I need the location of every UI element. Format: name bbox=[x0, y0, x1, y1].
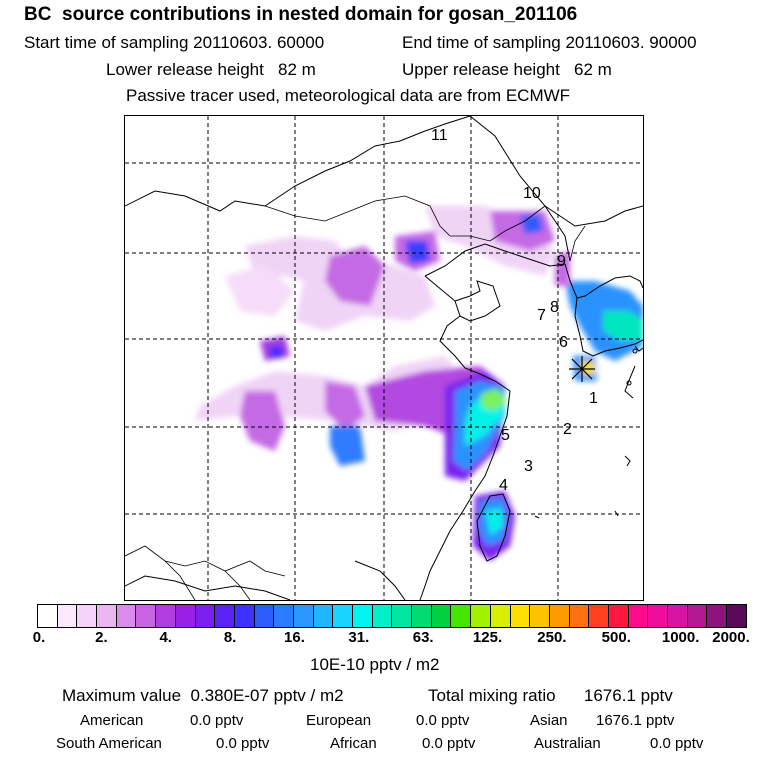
colorbar-swatch bbox=[608, 605, 629, 627]
region-value-american: 0.0 pptv bbox=[190, 712, 244, 729]
colorbar-swatch bbox=[431, 605, 452, 627]
colorbar-swatch bbox=[530, 605, 550, 627]
colorbar-tick-label: 16. bbox=[284, 629, 305, 646]
colorbar-swatch bbox=[97, 605, 117, 627]
region-name-australian: Australian bbox=[534, 735, 601, 752]
map-title: BC source contributions in nested domain… bbox=[24, 4, 578, 25]
region-label-11: 11 bbox=[431, 127, 448, 144]
colorbar-tick-label: 250. bbox=[537, 629, 567, 646]
region-value-south-american: 0.0 pptv bbox=[216, 735, 270, 752]
region-label-6: 6 bbox=[559, 334, 568, 351]
total-mixing-ratio: Total mixing ratio 1676.1 pptv bbox=[428, 686, 673, 705]
lat-lon-grid bbox=[125, 116, 643, 600]
colorbar-tick-labels: 0. 2. 4. 8. 16. 31. 63. 125. 250. 500. 1000. 2000. bbox=[0, 629, 768, 651]
colorbar-swatch bbox=[77, 605, 98, 627]
region-label-5: 5 bbox=[501, 427, 510, 444]
colorbar-tick-label: 1000. bbox=[661, 629, 700, 646]
map-canvas: 1 2 3 4 5 6 7 8 9 10 11 bbox=[125, 116, 643, 600]
region-name-african: African bbox=[330, 735, 377, 752]
colorbar-swatch bbox=[293, 605, 314, 627]
colorbar-swatch bbox=[687, 605, 708, 627]
colorbar-tick-label: 63. bbox=[412, 629, 434, 646]
colorbar-swatch bbox=[156, 605, 176, 627]
tracer-note: Passive tracer used, meteorological data… bbox=[126, 86, 571, 105]
lower-release-height: Lower release height 82 m bbox=[106, 60, 316, 79]
region-label-9: 9 bbox=[557, 253, 566, 270]
colorbar-tick-label: 2000. bbox=[712, 629, 750, 646]
colorbar-swatch bbox=[274, 605, 294, 627]
colorbar-tick-label: 4. bbox=[159, 629, 172, 646]
colorbar-swatch bbox=[254, 605, 275, 627]
receptor-star-icon bbox=[569, 356, 595, 382]
colorbar-swatch bbox=[451, 605, 472, 627]
region-label-10: 10 bbox=[523, 185, 541, 202]
colorbar-swatch bbox=[628, 605, 649, 627]
colorbar-swatch bbox=[727, 605, 746, 627]
colorbar-swatch bbox=[510, 605, 531, 627]
region-label-2: 2 bbox=[563, 421, 572, 438]
colorbar-swatch bbox=[490, 605, 511, 627]
colorbar-tick-label: 500. bbox=[601, 629, 631, 646]
colorbar-swatch bbox=[38, 605, 58, 627]
region-value-european: 0.0 pptv bbox=[416, 712, 470, 729]
colorbar-tick-label: 0. bbox=[32, 629, 46, 646]
map-panel: 1 2 3 4 5 6 7 8 9 10 11 bbox=[124, 115, 644, 601]
colorbar-swatch bbox=[549, 605, 570, 627]
region-value-asian: 1676.1 pptv bbox=[596, 712, 675, 729]
colorbar-swatch bbox=[569, 605, 590, 627]
upper-release-height: Upper release height 62 m bbox=[402, 60, 612, 79]
colorbar-swatch bbox=[589, 605, 609, 627]
colorbar-tick-label: 31. bbox=[348, 629, 370, 646]
colorbar-swatch bbox=[353, 605, 373, 627]
colorbar-swatch bbox=[175, 605, 196, 627]
colorbar-swatch bbox=[116, 605, 137, 627]
region-label-8: 8 bbox=[550, 299, 559, 316]
region-label-4: 4 bbox=[499, 477, 508, 494]
colorbar-tick-label: 125. bbox=[472, 629, 503, 646]
end-sampling-time: End time of sampling 20110603. 90000 bbox=[402, 33, 697, 52]
colorbar-tick-label: 2. bbox=[95, 629, 108, 646]
colorbar-swatch bbox=[313, 605, 334, 627]
colorbar-swatch bbox=[234, 605, 255, 627]
region-label-3: 3 bbox=[524, 458, 533, 475]
region-value-australian: 0.0 pptv bbox=[650, 735, 704, 752]
region-value-african: 0.0 pptv bbox=[422, 735, 476, 752]
colorbar-swatch bbox=[707, 605, 728, 627]
colorbar-tick-label: 8. bbox=[223, 629, 237, 646]
colorbar-swatch bbox=[136, 605, 157, 627]
concentration-field bbox=[195, 206, 643, 561]
colorbar-swatch bbox=[195, 605, 216, 627]
colorbar-swatch bbox=[648, 605, 668, 627]
region-label-7: 7 bbox=[537, 307, 546, 324]
coastlines bbox=[125, 116, 643, 600]
start-sampling-time: Start time of sampling 20110603. 60000 bbox=[24, 33, 325, 52]
colorbar-swatch bbox=[215, 605, 235, 627]
colorbar-swatch bbox=[333, 605, 353, 627]
colorbar-swatch bbox=[412, 605, 432, 627]
maximum-value: Maximum value 0.380E-07 pptv / m2 bbox=[62, 686, 344, 705]
colorbar-swatch bbox=[471, 605, 491, 627]
region-name-american: American bbox=[80, 712, 144, 729]
colorbar-swatch bbox=[668, 605, 688, 627]
region-name-european: European bbox=[306, 712, 372, 729]
colorbar-unit: 10E-10 pptv / m2 bbox=[310, 655, 440, 674]
region-name-asian: Asian bbox=[530, 712, 568, 729]
colorbar-swatch bbox=[392, 605, 413, 627]
region-label-1: 1 bbox=[589, 390, 598, 407]
country-borders bbox=[125, 195, 586, 600]
colorbar-swatch bbox=[57, 605, 78, 627]
colorbar bbox=[37, 604, 747, 628]
region-name-south-american: South American bbox=[56, 735, 162, 752]
colorbar-swatch bbox=[372, 605, 393, 627]
